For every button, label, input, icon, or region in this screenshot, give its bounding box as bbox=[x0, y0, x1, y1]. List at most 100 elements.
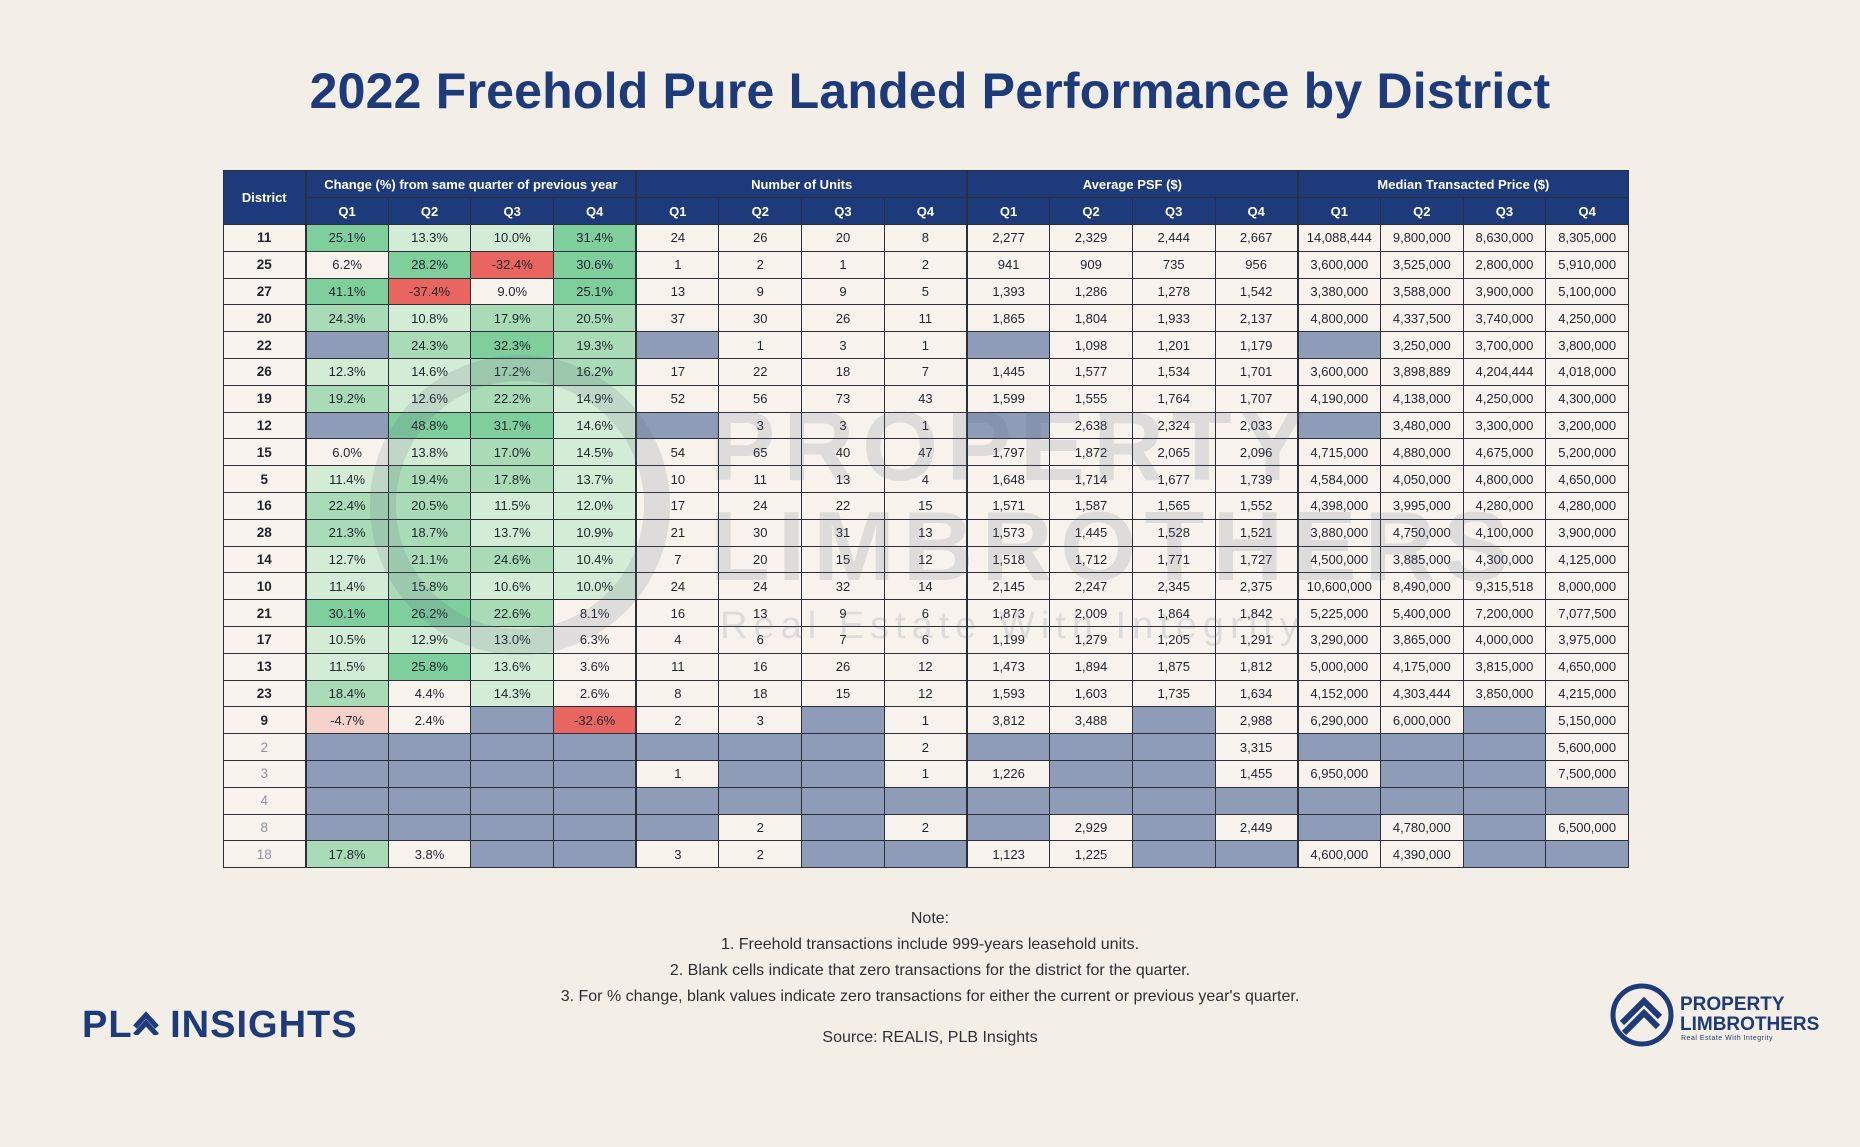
units-cell: 3 bbox=[801, 411, 885, 440]
psf-cell bbox=[1049, 759, 1133, 788]
quarter-header-row: Q1 Q2 Q3 Q4 Q1 Q2 Q3 Q4 Q1 Q2 Q3 Q4 Q1 Q2 Q3 Q4 bbox=[224, 197, 1629, 225]
units-cell: 20 bbox=[718, 545, 803, 574]
psf-cell: 1,291 bbox=[1214, 625, 1299, 654]
change-cell: 21.1% bbox=[387, 545, 472, 574]
change-cell: 25.1% bbox=[304, 224, 389, 252]
units-cell bbox=[718, 733, 803, 761]
psf-cell: 2,096 bbox=[1214, 438, 1299, 467]
psf-cell: 1,714 bbox=[1049, 465, 1133, 493]
psf-cell: 1,226 bbox=[966, 759, 1051, 788]
district-cell: 9 bbox=[223, 706, 306, 735]
psf-cell: 2,277 bbox=[966, 224, 1051, 252]
district-cell: 25 bbox=[223, 250, 306, 279]
units-cell: 16 bbox=[635, 599, 720, 627]
plb-logo-text-a: PL bbox=[82, 1004, 133, 1046]
units-cell: 17 bbox=[635, 357, 720, 386]
psf-cell: 1,542 bbox=[1214, 277, 1299, 306]
psf-cell: 1,587 bbox=[1049, 491, 1133, 520]
district-cell: 19 bbox=[223, 384, 306, 413]
change-cell: 12.9% bbox=[387, 625, 472, 654]
quarter-header-change-q4: Q4 bbox=[553, 197, 637, 225]
units-cell bbox=[883, 786, 968, 815]
units-cell: 4 bbox=[635, 625, 720, 654]
median-cell bbox=[1296, 411, 1381, 440]
units-cell: 3 bbox=[801, 331, 885, 359]
change-cell bbox=[387, 786, 472, 815]
psf-cell bbox=[1214, 786, 1299, 815]
psf-cell: 1,842 bbox=[1214, 599, 1299, 627]
units-cell: 31 bbox=[801, 518, 885, 547]
plb-insights-logo: PL INSIGHTS bbox=[82, 1004, 358, 1047]
psf-cell: 2,929 bbox=[1049, 813, 1133, 842]
units-cell: 12 bbox=[883, 545, 968, 574]
change-cell bbox=[304, 786, 389, 815]
median-cell: 7,200,000 bbox=[1462, 599, 1547, 627]
units-cell: 6 bbox=[883, 599, 968, 627]
change-cell: 10.0% bbox=[553, 572, 637, 601]
psf-cell: 1,797 bbox=[966, 438, 1051, 467]
median-cell: 4,390,000 bbox=[1379, 840, 1464, 869]
table-row: 12 48.8% 31.7% 14.6% 3 3 1 2,638 2,324 2,033 3,480… bbox=[223, 411, 1629, 440]
psf-cell: 1,894 bbox=[1049, 652, 1133, 681]
psf-cell: 1,098 bbox=[1049, 331, 1133, 359]
units-cell: 13 bbox=[635, 277, 720, 306]
district-cell: 28 bbox=[223, 518, 306, 547]
change-cell bbox=[553, 840, 637, 869]
psf-cell: 2,988 bbox=[1214, 706, 1299, 735]
psf-cell: 1,804 bbox=[1049, 304, 1133, 333]
psf-cell: 1,521 bbox=[1214, 518, 1299, 547]
psf-cell: 1,565 bbox=[1131, 491, 1216, 520]
median-cell: 4,300,000 bbox=[1462, 545, 1547, 574]
psf-cell: 1,393 bbox=[966, 277, 1051, 306]
units-cell: 9 bbox=[801, 599, 885, 627]
median-cell: 5,910,000 bbox=[1545, 250, 1629, 279]
units-cell: 3 bbox=[718, 411, 803, 440]
units-cell: 1 bbox=[883, 411, 968, 440]
change-cell: 12.3% bbox=[304, 357, 389, 386]
district-cell: 15 bbox=[223, 438, 306, 467]
median-cell: 3,290,000 bbox=[1296, 625, 1381, 654]
median-cell: 4,675,000 bbox=[1462, 438, 1547, 467]
psf-cell bbox=[1131, 786, 1216, 815]
psf-cell: 2,638 bbox=[1049, 411, 1133, 440]
psf-cell: 1,528 bbox=[1131, 518, 1216, 547]
median-cell: 10,600,000 bbox=[1296, 572, 1381, 601]
change-cell: 12.6% bbox=[387, 384, 472, 413]
district-column-header: District bbox=[223, 170, 306, 225]
change-cell: 20.5% bbox=[387, 491, 472, 520]
median-cell: 3,480,000 bbox=[1379, 411, 1464, 440]
psf-cell: 1,872 bbox=[1049, 438, 1133, 467]
psf-cell: 1,735 bbox=[1131, 679, 1216, 708]
quarter-header-median-q2: Q2 bbox=[1379, 197, 1464, 225]
quarter-header-median-q3: Q3 bbox=[1462, 197, 1547, 225]
table-row: 17 10.5% 12.9% 13.0% 6.3% 4 6 7 6 1,199 1,279 1,205… bbox=[223, 625, 1629, 654]
psf-cell: 2,065 bbox=[1131, 438, 1216, 467]
change-cell bbox=[470, 733, 555, 761]
units-cell: 65 bbox=[718, 438, 803, 467]
median-cell: 4,125,000 bbox=[1545, 545, 1629, 574]
units-cell: 4 bbox=[883, 465, 968, 493]
change-cell bbox=[304, 411, 389, 440]
median-cell: 6,290,000 bbox=[1296, 706, 1381, 735]
change-cell bbox=[470, 840, 555, 869]
change-cell: -37.4% bbox=[387, 277, 472, 306]
change-cell: 6.3% bbox=[553, 625, 637, 654]
psf-cell: 1,534 bbox=[1131, 357, 1216, 386]
district-performance-table-wrap: District Change (%) from same quarter of… bbox=[223, 170, 1629, 869]
psf-cell: 735 bbox=[1131, 250, 1216, 279]
units-cell bbox=[718, 759, 803, 788]
units-cell: 7 bbox=[801, 625, 885, 654]
district-cell: 17 bbox=[223, 625, 306, 654]
median-cell: 4,250,000 bbox=[1545, 304, 1629, 333]
median-cell bbox=[1462, 813, 1547, 842]
units-cell: 26 bbox=[718, 224, 803, 252]
change-cell bbox=[304, 331, 389, 359]
psf-cell: 1,764 bbox=[1131, 384, 1216, 413]
median-cell: 4,050,000 bbox=[1379, 465, 1464, 493]
units-cell: 7 bbox=[883, 357, 968, 386]
notes: Note: 1. Freehold transactions include 9… bbox=[0, 906, 1860, 1051]
median-cell: 4,300,000 bbox=[1545, 384, 1629, 413]
median-cell: 3,900,000 bbox=[1545, 518, 1629, 547]
change-cell: 13.3% bbox=[387, 224, 472, 252]
units-cell: 6 bbox=[718, 625, 803, 654]
